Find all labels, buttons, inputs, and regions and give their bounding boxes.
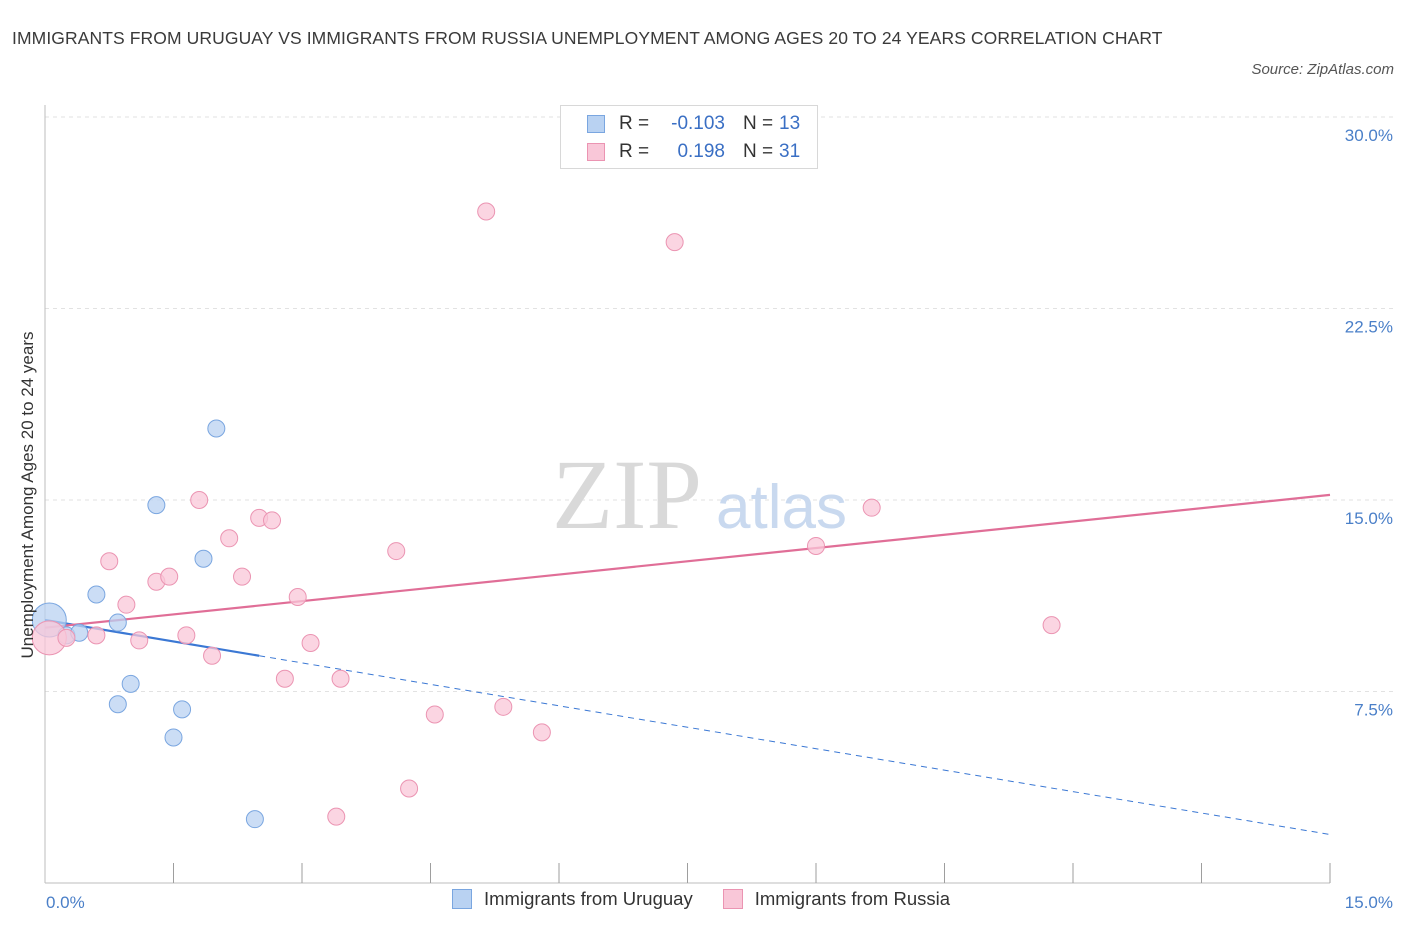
point-uruguay: [108, 695, 127, 714]
point-russia: [288, 588, 307, 607]
legend-n-label: N =: [743, 113, 774, 134]
legend-n-label: N =: [743, 141, 774, 162]
y-axis-label: Unemployment Among Ages 20 to 24 years: [18, 332, 37, 659]
legend-n-value: 13: [779, 113, 801, 134]
legend: R = -0.103 N = 13 R = 0.198 N = 31: [560, 105, 818, 169]
watermark-zip: ZIP: [552, 439, 702, 550]
legend-r-label: R =: [619, 141, 650, 162]
point-russia: [331, 669, 350, 688]
watermark: ZIP atlas: [552, 439, 847, 550]
point-russia: [327, 807, 346, 826]
point-russia: [190, 491, 209, 509]
point-russia: [1042, 616, 1061, 635]
legend-r-value: -0.103: [671, 113, 725, 134]
point-uruguay: [194, 549, 213, 568]
legend-r-label: R =: [619, 113, 650, 134]
y-tick-label: 30.0%: [1345, 126, 1393, 145]
point-uruguay: [121, 674, 140, 693]
series-legend-russia[interactable]: Immigrants from Russia: [722, 888, 951, 910]
point-russia: [177, 626, 196, 645]
series-label-uruguay: Immigrants from Uruguay: [484, 888, 693, 909]
y-tick-label: 7.5%: [1354, 701, 1393, 720]
point-russia: [532, 723, 551, 742]
series-label-russia: Immigrants from Russia: [754, 888, 951, 909]
point-russia: [160, 567, 179, 586]
point-russia: [87, 626, 106, 645]
point-uruguay: [147, 496, 166, 515]
point-russia: [665, 233, 684, 252]
point-russia: [263, 511, 282, 530]
series-swatch-russia: [722, 889, 743, 909]
point-russia: [100, 552, 119, 571]
grid: [45, 116, 1395, 692]
legend-swatch-russia: [587, 143, 605, 161]
point-russia: [387, 542, 406, 561]
point-russia: [400, 779, 419, 798]
point-uruguay: [108, 613, 127, 632]
x-tick-label: 0.0%: [46, 893, 85, 912]
point-russia: [862, 498, 881, 517]
data-points: [31, 202, 1061, 829]
point-uruguay: [207, 419, 226, 438]
legend-swatch-uruguay: [587, 115, 605, 133]
point-russia: [807, 536, 825, 555]
point-russia: [494, 697, 513, 716]
legend-row-uruguay: R = -0.103 N = 13: [587, 112, 800, 136]
point-russia: [275, 669, 294, 688]
axis-labels: 7.5% 15.0% 22.5% 30.0% 0.0% 15.0% Unemployment…: [18, 126, 1393, 912]
legend-row-russia: R = 0.198 N = 31: [587, 140, 800, 164]
point-russia: [233, 567, 252, 586]
point-uruguay: [87, 585, 106, 604]
point-russia: [203, 646, 222, 665]
point-uruguay: [173, 700, 192, 719]
x-tick-label: 15.0%: [1345, 893, 1393, 912]
point-russia: [477, 202, 496, 221]
chart-title: IMMIGRANTS FROM URUGUAY VS IMMIGRANTS FR…: [12, 28, 1163, 48]
axes: [44, 105, 1331, 884]
trend-line-solid: [44, 493, 1331, 629]
trend-line-dashed: [259, 655, 1331, 835]
series-swatch-uruguay: [452, 889, 472, 909]
legend-r-value: 0.198: [677, 141, 725, 162]
source-note: Source: ZipAtlas.com: [1251, 61, 1394, 78]
point-russia: [130, 631, 149, 650]
series-legend: Immigrants from Uruguay Immigrants from …: [452, 888, 980, 910]
legend-n-value: 31: [779, 141, 801, 162]
point-russia: [301, 633, 320, 652]
point-russia: [425, 705, 444, 724]
point-uruguay: [164, 728, 183, 747]
point-russia: [57, 628, 76, 647]
watermark-atlas: atlas: [716, 473, 847, 542]
point-uruguay: [245, 810, 264, 829]
point-russia: [220, 529, 239, 548]
point-russia: [117, 595, 136, 614]
series-legend-uruguay[interactable]: Immigrants from Uruguay: [452, 888, 693, 910]
y-tick-label: 22.5%: [1345, 318, 1393, 337]
y-tick-label: 15.0%: [1345, 509, 1393, 528]
